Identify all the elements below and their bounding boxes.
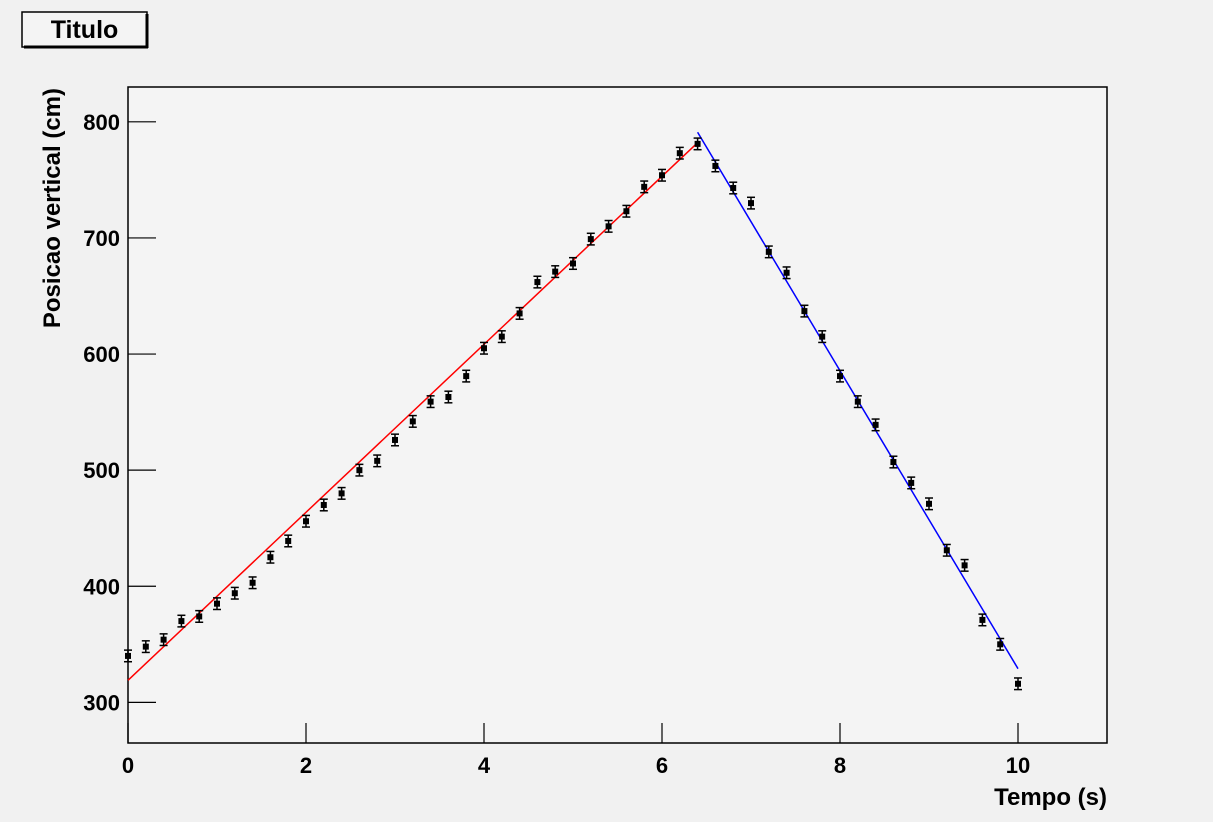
y-tick-label: 500	[83, 458, 120, 483]
y-tick-label: 800	[83, 110, 120, 135]
data-point	[837, 373, 843, 380]
data-point	[1015, 680, 1021, 687]
data-point	[943, 547, 950, 554]
data-point	[676, 150, 683, 157]
data-point	[320, 501, 327, 508]
x-axis-title: Tempo (s)	[994, 784, 1107, 811]
data-point	[890, 459, 897, 466]
data-point	[872, 421, 879, 428]
y-tick-label: 600	[83, 342, 120, 367]
data-point	[196, 613, 203, 620]
data-point	[142, 643, 149, 650]
x-tick-label: 6	[656, 753, 668, 778]
fit-line	[127, 142, 699, 681]
data-point	[498, 333, 505, 340]
data-point	[641, 183, 648, 190]
data-point	[249, 579, 256, 586]
data-point	[534, 279, 541, 286]
data-point	[587, 236, 594, 243]
data-point	[961, 562, 968, 569]
data-point	[285, 537, 292, 544]
data-point	[231, 590, 238, 597]
chart-title: Titulo	[51, 16, 119, 44]
data-point	[605, 223, 612, 230]
x-tick-label: 8	[834, 753, 846, 778]
data-point	[214, 600, 220, 607]
x-tick-label: 2	[300, 753, 312, 778]
data-point	[516, 310, 523, 317]
data-point	[854, 398, 861, 405]
x-tick-label: 10	[1006, 753, 1030, 778]
data-point	[659, 172, 665, 179]
data-point	[748, 200, 754, 207]
data-point	[926, 500, 932, 507]
data-point	[908, 479, 915, 486]
data-point	[267, 554, 274, 561]
data-point	[819, 333, 826, 340]
y-tick-label: 700	[83, 226, 120, 251]
data-point	[623, 208, 630, 215]
y-tick-label: 300	[83, 690, 120, 715]
data-point	[374, 457, 381, 464]
data-point	[303, 518, 309, 525]
data-point	[427, 398, 434, 405]
data-point	[338, 490, 345, 497]
data-point	[160, 636, 167, 643]
data-point	[783, 269, 790, 276]
data-point	[979, 616, 986, 623]
data-point	[997, 641, 1004, 648]
data-point	[694, 140, 701, 147]
x-tick-label: 0	[122, 753, 134, 778]
data-point	[463, 373, 470, 380]
data-point	[570, 260, 576, 267]
data-point	[125, 652, 131, 659]
data-point	[178, 618, 185, 625]
data-point	[765, 248, 772, 255]
data-point	[801, 308, 808, 315]
data-point	[409, 418, 416, 425]
title-box	[21, 11, 148, 48]
data-point	[392, 436, 398, 443]
data-point	[481, 345, 487, 352]
data-point	[730, 185, 737, 192]
plot-frame	[127, 86, 1108, 744]
data-point	[445, 394, 452, 401]
y-tick-label: 400	[83, 574, 120, 599]
x-tick-label: 4	[478, 753, 491, 778]
data-point	[712, 162, 719, 169]
data-point	[552, 268, 559, 275]
data-point	[356, 467, 363, 474]
y-axis-title: Posicao vertical (cm)	[39, 88, 66, 328]
